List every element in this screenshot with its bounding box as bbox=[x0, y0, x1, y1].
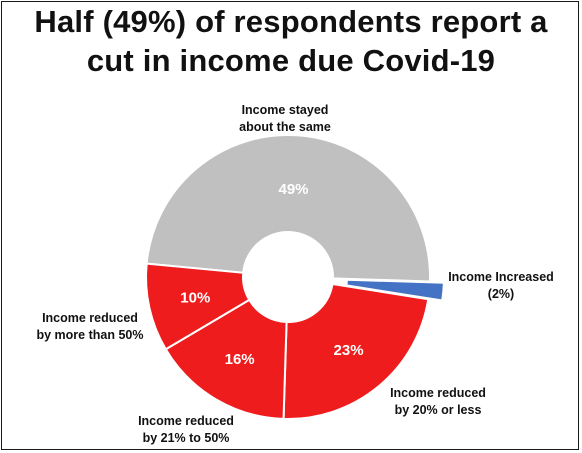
callout-same: Income stayed about the same bbox=[239, 103, 331, 134]
callout-line: Income reduced bbox=[138, 414, 234, 428]
callout-gt50: Income reduced by more than 50% bbox=[37, 311, 144, 342]
slice-21to50 bbox=[164, 298, 288, 420]
slice-label-same: 49% bbox=[279, 181, 309, 198]
slice-le20 bbox=[282, 282, 430, 420]
callout-line: Income reduced bbox=[42, 311, 138, 325]
callout-increased: Income Increased (2%) bbox=[448, 270, 554, 301]
chart-title-line-2: cut in income due Covid-19 bbox=[86, 43, 496, 78]
callout-line: Income stayed bbox=[242, 103, 329, 117]
slice-label-le20: 23% bbox=[334, 342, 364, 359]
callout-line: Income reduced bbox=[390, 386, 486, 400]
callout-le20: Income reduced by 20% or less bbox=[390, 386, 486, 417]
slice-label-21to50: 16% bbox=[225, 351, 255, 368]
callout-21to50: Income reduced by 21% to 50% bbox=[138, 414, 234, 445]
slice-same bbox=[145, 134, 431, 283]
callout-line: by more than 50% bbox=[37, 328, 144, 342]
callout-line: (2%) bbox=[488, 287, 514, 301]
callout-line: Income Increased bbox=[448, 270, 554, 284]
callout-line: by 21% to 50% bbox=[143, 431, 230, 445]
chart-title-line-1: Half (49%) of respondents report a bbox=[34, 4, 548, 39]
slice-label-gt50: 10% bbox=[180, 290, 210, 307]
slice-gt50 bbox=[145, 262, 251, 351]
callout-line: by 20% or less bbox=[395, 403, 482, 417]
callout-line: about the same bbox=[239, 120, 331, 134]
chart-title: Half (49%) of respondents report a cut i… bbox=[0, 2, 582, 80]
